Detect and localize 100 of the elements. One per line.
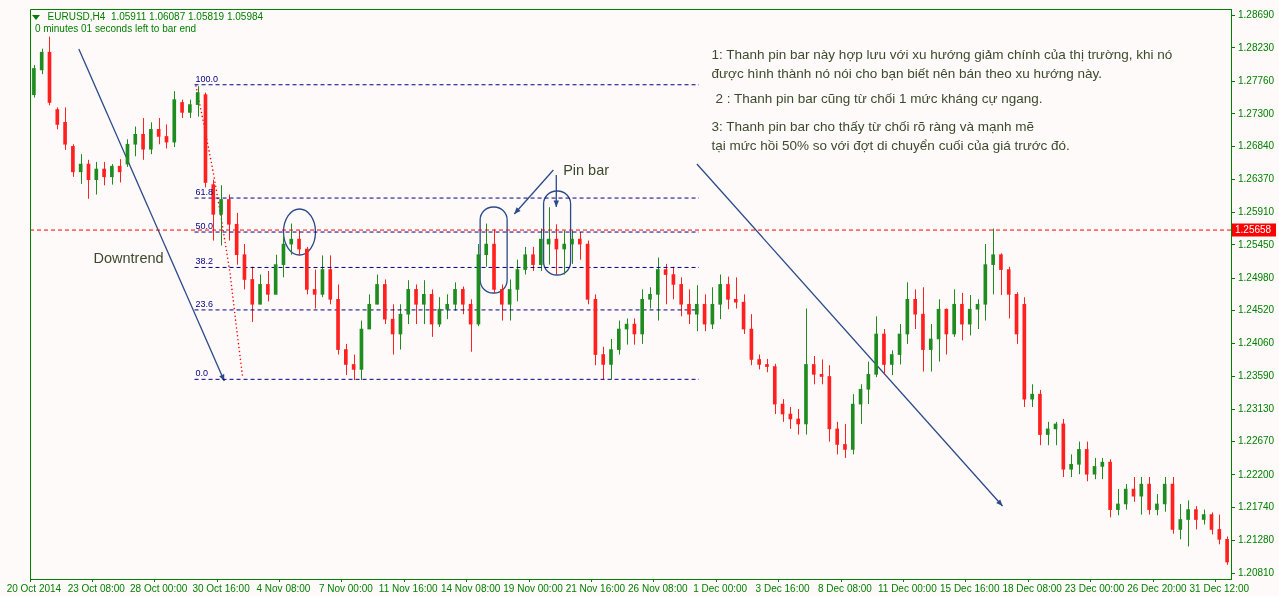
candlestick [913, 288, 917, 330]
candlestick [102, 161, 106, 186]
annotation: 3: Thanh pin bar cho thấy từ chối rõ ràng và mạnh mẽ tại mức hồi 50% so với đợt di chuyển cuối của giá trước đó. [711, 118, 1070, 155]
annotation: 23.6 [195, 298, 214, 309]
candlestick [616, 320, 621, 356]
candlestick [843, 423, 847, 459]
candlestick [414, 283, 418, 325]
x-tick-label: 18 Dec 08:00 [1002, 582, 1063, 594]
candlestick [297, 230, 301, 256]
y-tick-label: 1.24520 [1238, 304, 1275, 316]
candlestick [117, 158, 122, 183]
candlestick [889, 349, 894, 376]
y-tick-label: 1.27760 [1238, 74, 1275, 86]
ref-line-label: 1.25658 [1235, 223, 1272, 235]
x-tick-label: 4 Nov 08:00 [256, 582, 311, 594]
candlestick [796, 408, 800, 436]
candlestick [570, 230, 574, 265]
candlestick [484, 223, 489, 268]
candlestick [811, 355, 816, 385]
y-tick-label: 1.25450 [1238, 238, 1275, 250]
candlestick [523, 246, 528, 276]
candlestick [1162, 476, 1167, 513]
candlestick [694, 284, 699, 332]
candlestick [1194, 505, 1198, 530]
candlestick [819, 359, 824, 385]
annotation: 100.0 [195, 73, 219, 84]
candlestick [141, 117, 145, 161]
x-tick-label: 23 Oct 08:00 [67, 582, 126, 594]
candlestick [609, 338, 613, 380]
x-tick-label: 15 Dec 16:00 [939, 582, 1000, 594]
candlestick [258, 274, 262, 305]
x-tick-label: 23 Dec 00:00 [1064, 582, 1125, 594]
candlestick [461, 286, 465, 315]
x-tick-label: 28 Oct 00:00 [130, 582, 188, 594]
y-tick-label: 1.21280 [1238, 533, 1275, 545]
annotation: 0.0 [195, 368, 209, 379]
x-tick-label: 8 Dec 08:00 [818, 582, 873, 594]
x-tick-label: 20 Oct 2014 [6, 582, 62, 594]
candlestick [999, 252, 1003, 296]
annotation: 38.2 [195, 256, 214, 267]
candlestick [835, 421, 839, 455]
candlestick [55, 106, 60, 130]
candlestick [1123, 483, 1128, 511]
y-tick-label: 1.25910 [1238, 205, 1275, 217]
candlestick [1045, 421, 1050, 446]
y-tick-label: 1.20810 [1238, 567, 1275, 579]
x-tick-label: 30 Oct 16:00 [192, 582, 251, 594]
candlestick [531, 246, 535, 272]
candlestick [266, 270, 270, 302]
candlestick [453, 281, 457, 312]
candlestick [110, 163, 114, 186]
candlestick [718, 274, 723, 320]
candlestick [180, 99, 184, 119]
candlestick [1217, 514, 1222, 545]
x-tick-label: 19 Nov 00:00 [503, 582, 564, 594]
candlestick [344, 343, 348, 376]
candlestick [648, 286, 652, 310]
candlestick [63, 106, 67, 151]
candlestick [1139, 476, 1144, 516]
y-tick-label: 1.22670 [1238, 435, 1275, 447]
candlestick [1030, 383, 1034, 408]
y-tick-label: 1.26370 [1238, 173, 1275, 185]
y-tick-label: 1.28690 [1238, 9, 1275, 21]
candlestick [687, 288, 691, 325]
candlestick [601, 346, 606, 380]
annotation: 1: Thanh pin bar này hợp lưu với xu hướng giảm chính của thị trường, khi nó được hình thành nó nói cho bạn biết nên bán theo xu hướng này. [711, 46, 1173, 83]
candlestick [967, 294, 972, 336]
y-tick-label: 1.21740 [1238, 501, 1275, 513]
annotation: 2 : Thanh pin bar cũng từ chối 1 mức kháng cự ngang. [715, 90, 1043, 108]
chart-title: EURUSD,H4 1.05911 1.06087 1.05819 1.05984 [47, 11, 264, 23]
x-tick-label: 1 Dec 00:00 [693, 582, 748, 594]
y-tick-label: 1.24060 [1238, 336, 1275, 348]
x-tick-label: 26 Nov 08:00 [628, 582, 688, 594]
candlestick [562, 230, 567, 276]
candlestick [1077, 441, 1081, 475]
x-tick-label: 3 Dec 16:00 [755, 582, 810, 594]
x-tick-label: 26 Dec 20:00 [1127, 582, 1188, 594]
candlestick [289, 223, 294, 256]
x-tick-label: 11 Dec 00:00 [877, 582, 938, 594]
x-tick-label: 31 Dec 12:00 [1189, 582, 1250, 594]
y-tick-label: 1.27300 [1238, 107, 1275, 119]
candlestick [1155, 493, 1159, 516]
candlestick [1069, 453, 1073, 478]
candlestick [577, 231, 582, 261]
candlestick [133, 126, 138, 157]
x-tick-label: 7 Nov 00:00 [318, 582, 374, 594]
y-tick-label: 1.23130 [1238, 402, 1275, 414]
candlestick [188, 99, 192, 119]
candlestick [375, 274, 379, 305]
annotation: 50.0 [195, 221, 214, 232]
candlestick [733, 276, 738, 310]
candlestick [445, 293, 450, 320]
text: 0 minutes 01 seconds left to bar end [34, 23, 197, 35]
candlestick [960, 292, 964, 341]
candlestick [39, 48, 44, 75]
candlestick [1116, 488, 1120, 516]
candlestick [422, 279, 426, 325]
candlestick [78, 153, 83, 185]
candlestick [499, 283, 504, 322]
y-tick-label: 1.28230 [1238, 41, 1275, 53]
